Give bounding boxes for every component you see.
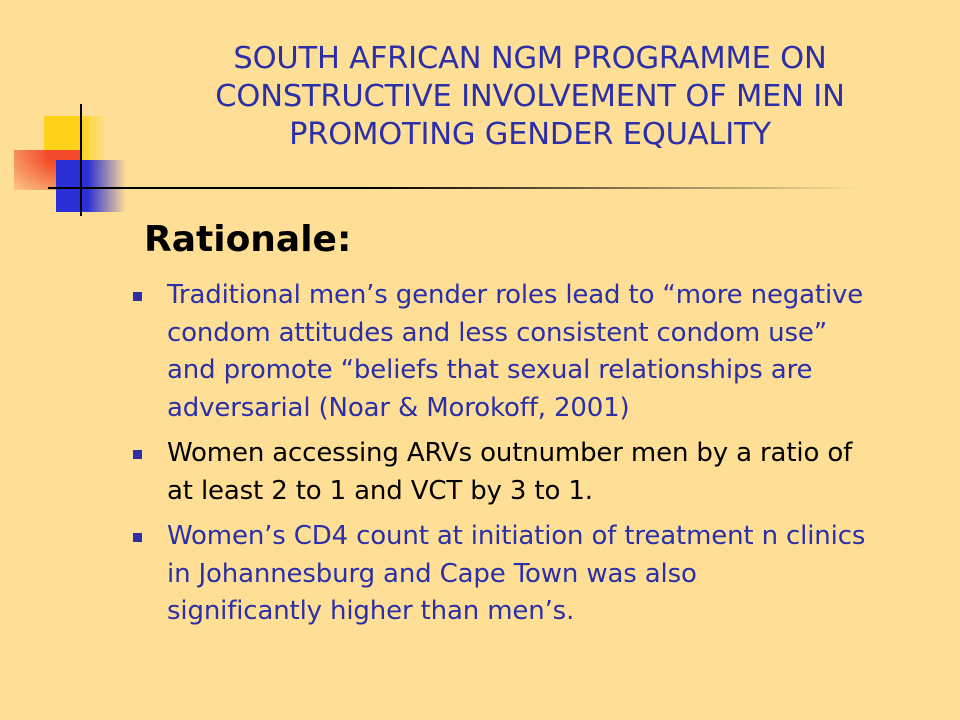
slide-title: SOUTH AFRICAN NGM PROGRAMME ON CONSTRUCT… [150, 40, 910, 154]
bullet-line: at least 2 to 1 and VCT by 3 to 1. [167, 475, 593, 506]
section-heading: Rationale: [144, 219, 352, 260]
logo-blocks [0, 100, 858, 230]
title-line: PROMOTING GENDER EQUALITY [289, 117, 771, 152]
bullet-line: Women accessing ARVs outnumber men by a … [167, 438, 853, 468]
square-bullet-icon [133, 450, 142, 459]
blue-square [56, 160, 126, 212]
square-bullet-icon [133, 533, 142, 542]
title-line: SOUTH AFRICAN NGM PROGRAMME ON [233, 41, 827, 76]
bullet-line: Traditional men’s gender roles lead to “… [167, 280, 864, 310]
bullet-line: significantly higher than men’s. [167, 596, 575, 626]
bullet-item: Women accessing ARVs outnumber men by a … [130, 435, 940, 510]
bullet-line: condom attitudes and less consistent con… [167, 317, 828, 348]
bullet-line: adversarial (Noar & Morokoff, 2001) [167, 392, 630, 423]
bullet-item: Women’s CD4 count at initiation of treat… [130, 518, 940, 631]
bullet-list: Traditional men’s gender roles lead to “… [130, 277, 940, 639]
title-line: CONSTRUCTIVE INVOLVEMENT OF MEN IN [215, 79, 845, 114]
bullet-line: in Johannesburg and Cape Town was also [167, 558, 697, 589]
bullet-line: and promote “beliefs that sexual relatio… [167, 355, 813, 385]
bullet-item: Traditional men’s gender roles lead to “… [130, 277, 940, 427]
vertical-rule [80, 104, 82, 216]
square-bullet-icon [133, 292, 142, 301]
title-underline-rule [48, 187, 858, 189]
bullet-line: Women’s CD4 count at initiation of treat… [167, 521, 866, 551]
